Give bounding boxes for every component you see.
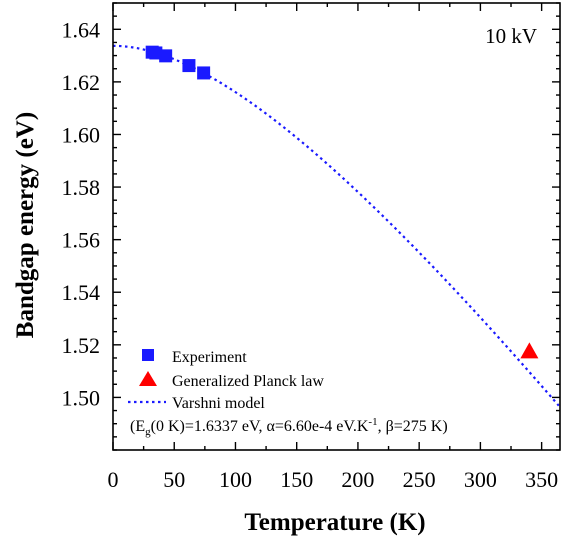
chart-annotation: 10 kV bbox=[485, 24, 537, 48]
varshni-parameters: (Eg(0 K)=1.6337 eV, α=6.60e-4 eV.K-1, β=… bbox=[130, 416, 448, 438]
x-axis-label: Temperature (K) bbox=[244, 509, 425, 536]
y-tick-label: 1.58 bbox=[62, 175, 101, 200]
legend-label-varshni: Varshni model bbox=[172, 395, 265, 412]
legend-label-experiment: Experiment bbox=[172, 349, 247, 366]
y-tick-label: 1.54 bbox=[62, 280, 101, 305]
x-tick-label: 50 bbox=[163, 467, 185, 492]
experiment-point bbox=[197, 66, 211, 80]
x-tick-label: 350 bbox=[525, 467, 558, 492]
legend: Experiment Generalized Planck law Varshni … bbox=[128, 349, 448, 438]
x-tick-label: 100 bbox=[219, 467, 252, 492]
y-axis-label: Bandgap energy (eV) bbox=[12, 112, 39, 338]
x-tick-label: 0 bbox=[108, 467, 119, 492]
y-tick-label: 1.62 bbox=[62, 70, 101, 95]
experiment-point bbox=[159, 49, 173, 63]
y-tick-label: 1.52 bbox=[62, 333, 101, 358]
y-tick-label: 1.60 bbox=[62, 122, 101, 147]
x-tick-label: 200 bbox=[341, 467, 374, 492]
x-tick-label: 150 bbox=[280, 467, 313, 492]
y-tick-label: 1.50 bbox=[62, 385, 101, 410]
x-tick-label: 300 bbox=[464, 467, 497, 492]
legend-marker-planck bbox=[139, 371, 157, 386]
x-tick-label: 250 bbox=[403, 467, 436, 492]
experiment-point bbox=[182, 59, 196, 73]
planck-law-point bbox=[520, 342, 539, 359]
experiment-point bbox=[149, 46, 163, 60]
legend-marker-experiment bbox=[142, 349, 154, 361]
y-tick-label: 1.56 bbox=[62, 228, 101, 253]
y-tick-label: 1.64 bbox=[62, 17, 101, 42]
legend-label-planck: Generalized Planck law bbox=[172, 373, 324, 390]
